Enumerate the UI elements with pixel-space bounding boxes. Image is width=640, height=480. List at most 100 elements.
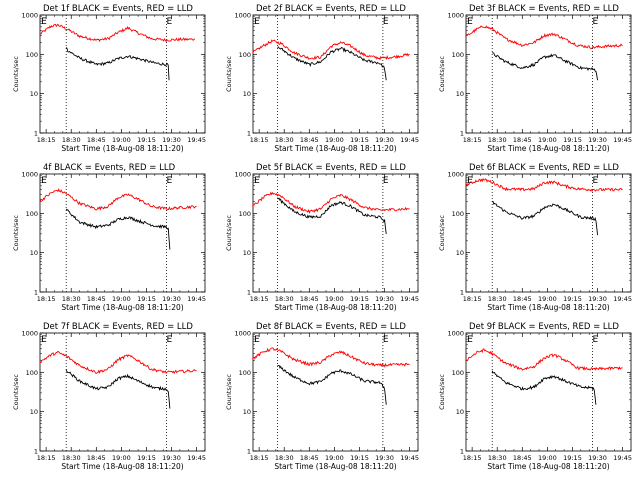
events-series-line	[492, 52, 598, 81]
lld-series-line	[39, 188, 197, 211]
panel-9: Det 9f BLACK = Events, RED = LLD 1 10 100 10…	[438, 322, 632, 471]
x-tick-label: 19:15	[563, 136, 582, 144]
x-tick-label: 18:15	[250, 454, 269, 462]
x-tick-label: 19:15	[350, 136, 369, 144]
x-tick-label: 18:15	[250, 136, 269, 144]
x-tick-label: 18:15	[463, 454, 482, 462]
x-tick-label: 19:00	[112, 295, 131, 303]
y-axis-label: Counts/sec	[12, 374, 20, 410]
x-tick-label: 19:15	[137, 454, 156, 462]
y-axis-label: Counts/sec	[225, 215, 233, 251]
y-tick-label: 1000	[21, 171, 38, 179]
x-axis-label: Start Time (18-Aug-08 18:11:20)	[487, 303, 609, 312]
plot-frame	[465, 14, 632, 134]
y-tick-label: 100	[452, 369, 464, 377]
x-tick-label: 18:45	[87, 454, 106, 462]
x-tick-label: 19:30	[162, 136, 181, 144]
x-tick-label: 18:15	[37, 454, 56, 462]
y-tick-label: 10	[456, 249, 464, 257]
x-tick-label: 18:30	[62, 136, 81, 144]
x-tick-label: 19:00	[538, 295, 557, 303]
event-marker: E	[41, 176, 47, 186]
x-tick-label: 19:30	[588, 295, 607, 303]
lld-series-line	[465, 177, 623, 192]
panel-6: Det 6f BLACK = Events, RED = LLD 1 10 100 10…	[438, 163, 632, 312]
y-tick-label: 1	[247, 448, 251, 456]
x-tick-label: 19:30	[375, 295, 394, 303]
x-tick-label: 19:00	[538, 454, 557, 462]
x-tick-label: 19:45	[400, 295, 419, 303]
panel-3: Det 3f BLACK = Events, RED = LLD 1 10 100 10…	[438, 4, 632, 153]
x-tick-label: 19:15	[137, 136, 156, 144]
plot-frame	[39, 14, 206, 134]
x-tick-label: 19:30	[588, 454, 607, 462]
x-tick-label: 19:15	[350, 454, 369, 462]
panel-title: Det 3f BLACK = Events, RED = LLD	[469, 4, 619, 14]
lld-series-line	[252, 39, 410, 61]
event-marker: E	[467, 335, 473, 345]
y-tick-label: 1000	[21, 330, 38, 338]
plot-frame	[252, 173, 419, 293]
y-tick-label: 100	[239, 51, 251, 59]
y-tick-label: 1000	[447, 12, 464, 20]
x-tick-label: 19:45	[187, 454, 206, 462]
y-axis-label: Counts/sec	[225, 56, 233, 92]
x-tick-label: 18:45	[87, 136, 106, 144]
plot-frame	[39, 332, 206, 452]
y-tick-label: 1	[34, 448, 38, 456]
y-axis-label: Counts/sec	[225, 374, 233, 410]
x-tick-label: 19:00	[325, 454, 344, 462]
lld-series-line	[39, 23, 196, 43]
x-axis-label: Start Time (18-Aug-08 18:11:20)	[274, 303, 396, 312]
x-tick-label: 18:45	[87, 295, 106, 303]
lld-series-line	[465, 348, 623, 371]
x-tick-label: 18:45	[300, 454, 319, 462]
plot-frame	[252, 332, 419, 452]
x-tick-label: 18:15	[463, 136, 482, 144]
x-tick-label: 18:30	[488, 295, 507, 303]
panel-2: Det 2f BLACK = Events, RED = LLD 1 10 100 10…	[225, 4, 419, 153]
event-marker: E	[383, 17, 389, 27]
y-axis-label: Counts/sec	[438, 374, 446, 410]
y-axis-label: Counts/sec	[438, 215, 446, 251]
x-axis-label: Start Time (18-Aug-08 18:11:20)	[61, 462, 183, 471]
plot-frame	[465, 332, 632, 452]
x-tick-label: 19:15	[350, 295, 369, 303]
y-tick-label: 1	[247, 289, 251, 297]
y-tick-label: 1000	[21, 12, 38, 20]
x-tick-label: 19:15	[563, 295, 582, 303]
event-marker: E	[383, 176, 389, 186]
panel-1: Det 1f BLACK = Events, RED = LLD 1 10 100 10…	[12, 4, 206, 153]
x-tick-label: 18:15	[250, 295, 269, 303]
x-tick-label: 19:45	[613, 136, 632, 144]
event-marker: E	[593, 335, 599, 345]
x-tick-label: 19:15	[137, 295, 156, 303]
x-tick-label: 18:45	[300, 295, 319, 303]
event-marker: E	[167, 335, 173, 345]
y-tick-label: 1000	[234, 12, 251, 20]
events-series-line	[491, 370, 597, 405]
x-tick-label: 19:30	[588, 136, 607, 144]
plot-frame	[465, 173, 632, 293]
y-tick-label: 10	[30, 249, 38, 257]
x-tick-label: 18:30	[275, 136, 294, 144]
x-tick-label: 18:30	[275, 454, 294, 462]
x-tick-label: 18:45	[300, 136, 319, 144]
event-marker: E	[467, 176, 473, 186]
panel-title: Det 6f BLACK = Events, RED = LLD	[469, 163, 619, 173]
events-series-line	[65, 208, 171, 250]
events-series-line	[65, 47, 170, 81]
y-tick-label: 1	[460, 289, 464, 297]
x-tick-label: 19:30	[375, 136, 394, 144]
event-marker: E	[167, 176, 173, 186]
event-marker: E	[41, 335, 47, 345]
y-axis-label: Counts/sec	[438, 56, 446, 92]
y-tick-label: 100	[452, 210, 464, 218]
events-series-line	[65, 369, 171, 409]
x-tick-label: 18:15	[463, 295, 482, 303]
panel-title: Det 9f BLACK = Events, RED = LLD	[469, 322, 619, 332]
y-tick-label: 10	[456, 408, 464, 416]
y-axis-label: Counts/sec	[12, 56, 20, 92]
y-tick-label: 100	[26, 51, 38, 59]
